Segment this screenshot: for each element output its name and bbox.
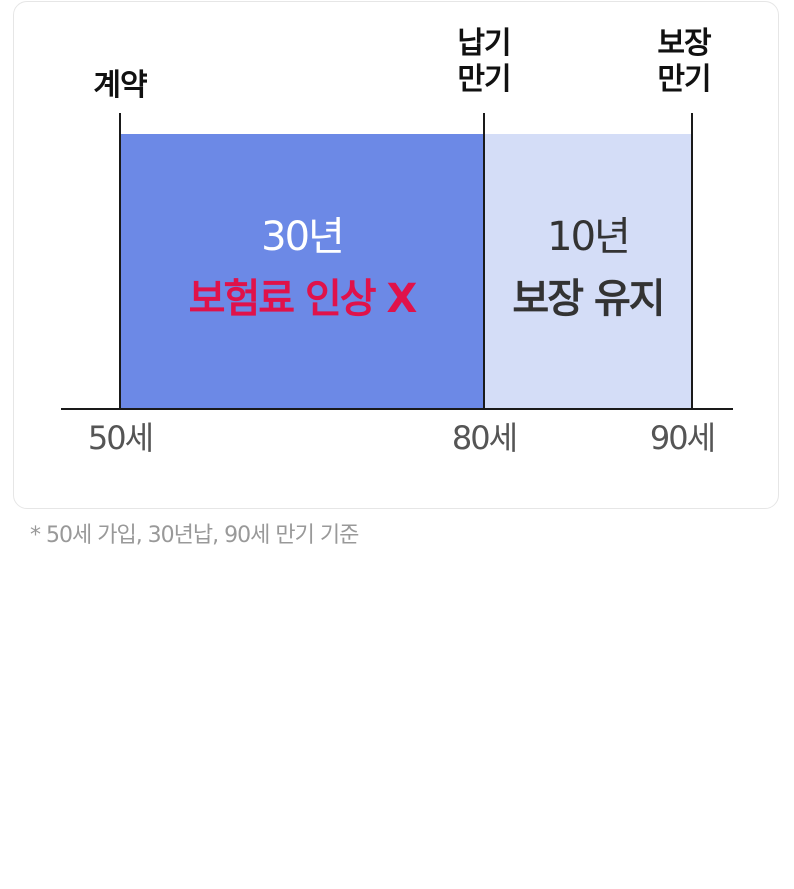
- milestone-contract: 계약: [70, 68, 170, 104]
- period-a-note: 보험료 인상 X: [188, 276, 418, 322]
- premium-fixed-period-block: [120, 134, 484, 410]
- milestone-payment-end-line1: 납기: [457, 26, 511, 61]
- age-label-payment-end: 80세: [451, 419, 518, 457]
- milestone-contract-label: 계약: [93, 68, 147, 103]
- period-b-duration: 10년: [547, 214, 631, 260]
- milestone-coverage-end-line1: 보장: [657, 26, 711, 61]
- coverage-end-line: [691, 113, 693, 410]
- coverage-maintained-period-block: [484, 134, 692, 410]
- payment-end-line: [483, 113, 485, 410]
- period-b-note: 보장 유지: [512, 276, 665, 322]
- age-label-coverage-end: 90세: [649, 419, 716, 457]
- contract-start-line: [119, 113, 121, 410]
- milestone-coverage-end: 보장 만기: [634, 26, 734, 98]
- milestone-payment-end: 납기 만기: [434, 26, 534, 98]
- period-a-duration: 30년: [261, 214, 345, 260]
- footnote: * 50세 가입, 30년납, 90세 만기 기준: [30, 523, 359, 548]
- milestone-payment-end-line2: 만기: [457, 62, 511, 97]
- timeline-axis: [61, 408, 733, 410]
- age-label-start: 50세: [87, 419, 154, 457]
- milestone-coverage-end-line2: 만기: [657, 62, 711, 97]
